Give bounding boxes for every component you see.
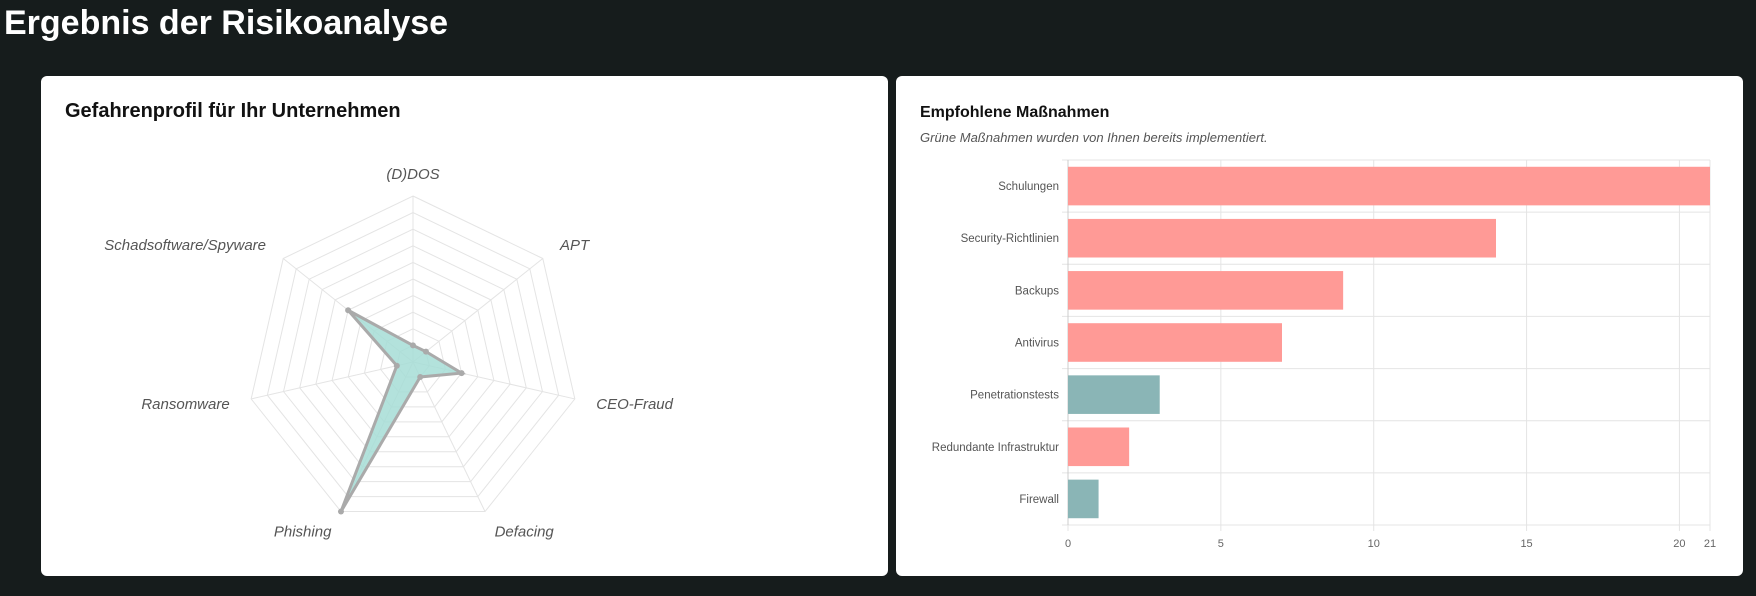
bar-x-tick-label: 5 (1218, 538, 1224, 550)
bar (1068, 427, 1130, 467)
bar-card-subtitle: Grüne Maßnahmen wurden von Ihnen bereits… (920, 130, 1268, 145)
bar (1068, 166, 1710, 206)
radar-point (417, 373, 424, 380)
bar (1068, 479, 1099, 519)
bar-category-label: Firewall (1019, 494, 1059, 506)
bar (1068, 375, 1160, 414)
radar-point (422, 348, 429, 355)
radar-point (337, 508, 344, 515)
bar-category-label: Redundante Infrastruktur (932, 442, 1059, 454)
bar-x-tick-label: 21 (1704, 538, 1716, 550)
bar-chart: 0 5 10 15 20 21 Schulungen Security-Richtlinien… (932, 159, 1716, 550)
radar-grid-ring (315, 261, 511, 453)
radar-axis-label: APT (559, 237, 591, 254)
bar (1068, 323, 1282, 362)
page-title: Ergebnis der Risikoanalyse (4, 4, 449, 42)
radar-grid-ring (282, 228, 544, 483)
radar-axis-label: Schadsoftware/Spyware (104, 237, 266, 254)
radar-point (458, 370, 465, 377)
radar-grid-ring (250, 195, 576, 513)
recommended-measures-card: Empfohlene Maßnahmen Grüne Maßnahmen wur… (896, 76, 1743, 576)
radar-grid-ring (331, 278, 495, 438)
radar-card-title: Gefahrenprofil für Ihr Unternehmen (65, 100, 401, 122)
radar-axis-label: Phishing (274, 523, 332, 540)
bar (1068, 271, 1344, 310)
radar-axis-label: Defacing (495, 523, 555, 540)
radar-series-area (339, 308, 467, 513)
radar-point (410, 342, 416, 349)
radar-grid-spoke (251, 361, 414, 400)
radar-grid-ring (347, 295, 479, 423)
bar-card-title: Empfohlene Maßnahmen (920, 104, 1110, 121)
bar-x-tick-label: 15 (1520, 538, 1532, 550)
radar-point (345, 307, 352, 314)
radar-axis-label: Ransomware (141, 396, 229, 413)
radar-point (393, 362, 400, 369)
bar-category-label: Penetrationstests (970, 390, 1059, 402)
radar-grid-spoke (412, 361, 486, 512)
radar-grid-ring (266, 212, 560, 498)
radar-axis-label: (D)DOS (386, 166, 439, 183)
bar-x-tick-label: 10 (1368, 538, 1380, 550)
radar-grid-ring (299, 245, 527, 468)
bar-category-label: Antivirus (1015, 338, 1059, 350)
bar-category-label: Schulungen (998, 181, 1059, 193)
radar-grid-spoke (412, 258, 544, 363)
threat-profile-card: Gefahrenprofil für Ihr Unternehmen (D)DO… (41, 76, 888, 576)
radar-chart: (D)DOS APT CEO-Fraud Defacing Phishing Ransom… (104, 166, 673, 540)
radar-axis-label: CEO-Fraud (596, 396, 673, 413)
bar (1068, 218, 1496, 258)
bar-category-label: Security-Richtlinien (961, 233, 1059, 245)
bar-x-tick-label: 0 (1065, 538, 1071, 550)
bar-category-label: Backups (1015, 285, 1059, 297)
bar-x-tick-label: 20 (1673, 538, 1685, 550)
